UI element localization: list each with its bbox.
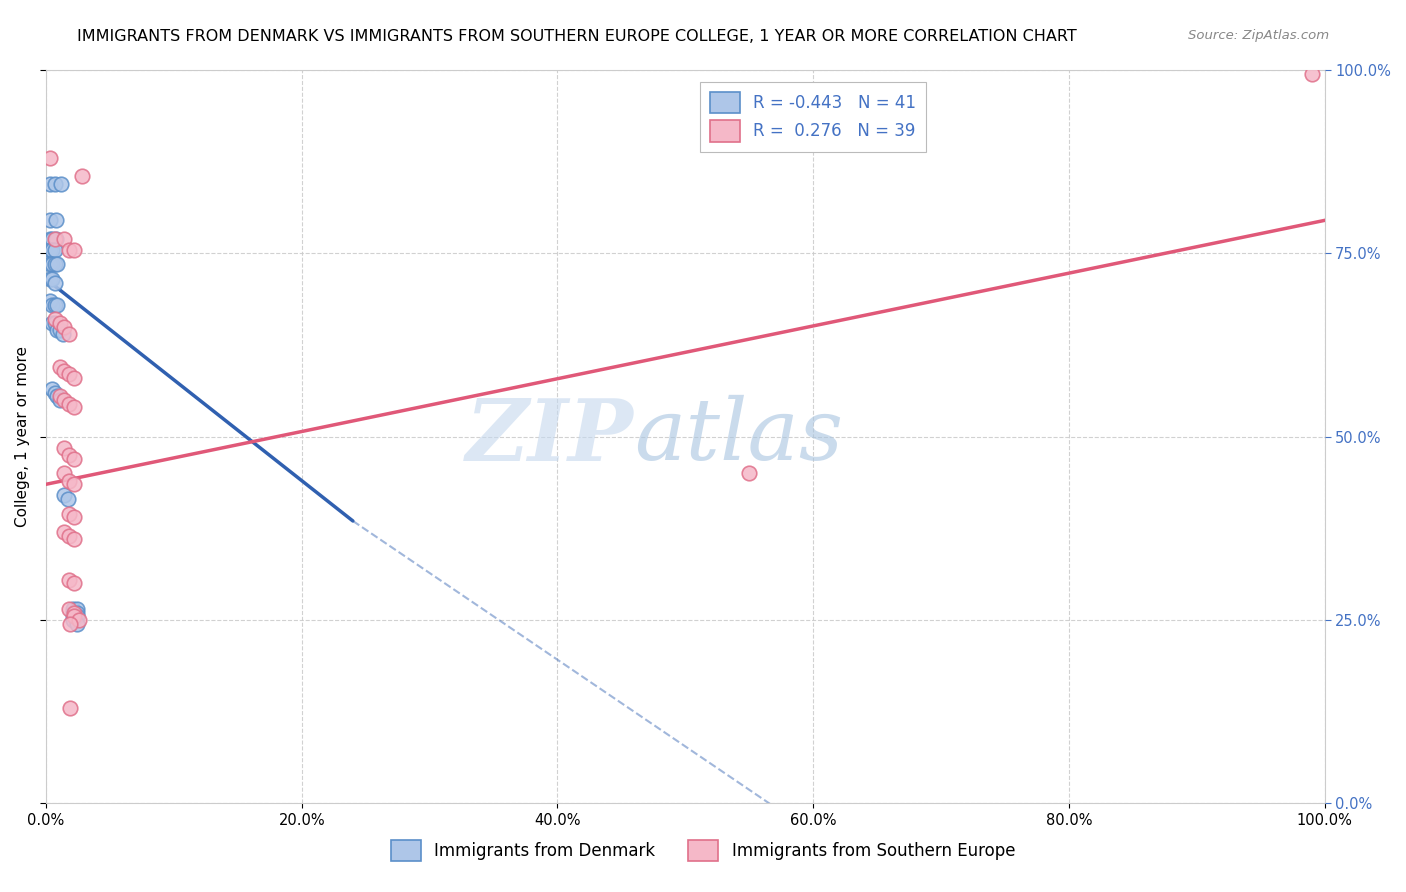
Point: [46, 389, 69, 403]
Point: [58, 368, 80, 382]
Point: [58, 397, 80, 411]
Point: [63, 371, 86, 385]
Point: [44, 385, 66, 400]
Point: [38, 272, 60, 286]
Point: [46, 323, 69, 337]
Point: [38, 151, 60, 165]
Point: [38, 257, 60, 271]
Point: [58, 528, 80, 542]
Point: [44, 243, 66, 257]
Text: ZIP: ZIP: [467, 395, 634, 478]
Point: [41, 232, 63, 246]
Point: [63, 477, 86, 491]
Point: [58, 474, 80, 488]
Point: [52, 364, 75, 378]
Point: [44, 232, 66, 246]
Point: [63, 576, 86, 591]
Point: [58, 573, 80, 587]
Point: [41, 257, 63, 271]
Point: [38, 213, 60, 227]
Point: [63, 451, 86, 466]
Point: [59, 701, 82, 715]
Point: [52, 232, 75, 246]
Point: [63, 243, 86, 257]
Point: [46, 257, 69, 271]
Point: [49, 323, 72, 337]
Point: [58, 448, 80, 462]
Point: [58, 326, 80, 341]
Point: [41, 298, 63, 312]
Point: [52, 467, 75, 481]
Point: [66, 606, 89, 620]
Legend: R = -0.443   N = 41, R =  0.276   N = 39: R = -0.443 N = 41, R = 0.276 N = 39: [700, 82, 927, 152]
Point: [66, 616, 89, 631]
Point: [56, 491, 79, 506]
Point: [41, 316, 63, 330]
Point: [49, 392, 72, 407]
Y-axis label: College, 1 year or more: College, 1 year or more: [15, 346, 30, 527]
Point: [58, 602, 80, 616]
Text: Source: ZipAtlas.com: Source: ZipAtlas.com: [1188, 29, 1329, 42]
Legend: Immigrants from Denmark, Immigrants from Southern Europe: Immigrants from Denmark, Immigrants from…: [384, 833, 1022, 868]
Point: [52, 524, 75, 539]
Point: [52, 319, 75, 334]
Point: [46, 298, 69, 312]
Point: [62, 602, 84, 616]
Point: [66, 602, 89, 616]
Point: [38, 243, 60, 257]
Point: [44, 298, 66, 312]
Point: [44, 257, 66, 271]
Point: [52, 326, 75, 341]
Point: [52, 441, 75, 455]
Point: [63, 401, 86, 415]
Point: [58, 243, 80, 257]
Text: atlas: atlas: [634, 395, 844, 478]
Point: [41, 382, 63, 396]
Point: [62, 606, 84, 620]
Point: [41, 243, 63, 257]
Point: [38, 293, 60, 308]
Point: [44, 276, 66, 290]
Point: [59, 616, 82, 631]
Point: [66, 609, 89, 624]
Point: [63, 510, 86, 524]
Point: [52, 488, 75, 502]
Point: [70, 169, 93, 184]
Point: [62, 613, 84, 627]
Text: IMMIGRANTS FROM DENMARK VS IMMIGRANTS FROM SOUTHERN EUROPE COLLEGE, 1 YEAR OR MO: IMMIGRANTS FROM DENMARK VS IMMIGRANTS FR…: [77, 29, 1077, 44]
Point: [49, 359, 72, 374]
Point: [67, 613, 90, 627]
Point: [62, 609, 84, 624]
Point: [1301, 67, 1323, 81]
Point: [44, 312, 66, 326]
Point: [738, 467, 761, 481]
Point: [49, 316, 72, 330]
Point: [52, 392, 75, 407]
Point: [49, 389, 72, 403]
Point: [41, 272, 63, 286]
Point: [44, 316, 66, 330]
Point: [45, 213, 67, 227]
Point: [38, 177, 60, 191]
Point: [45, 232, 67, 246]
Point: [51, 177, 73, 191]
Point: [38, 232, 60, 246]
Point: [44, 177, 66, 191]
Point: [63, 533, 86, 547]
Point: [63, 606, 86, 620]
Point: [63, 609, 86, 624]
Point: [58, 507, 80, 521]
